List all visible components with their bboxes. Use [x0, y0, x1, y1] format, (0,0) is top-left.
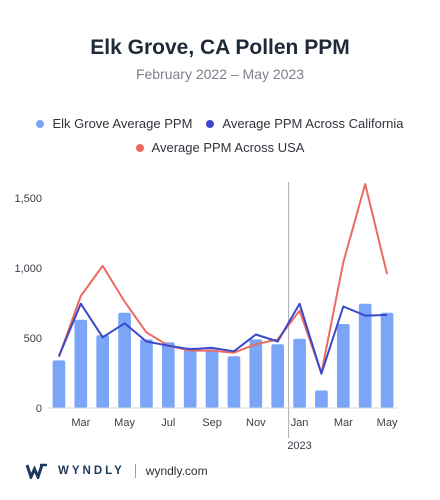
chart-subtitle: February 2022 – May 2023 [135, 66, 305, 82]
brand-name: WYNDLY [58, 465, 125, 477]
bar-elk-grove [315, 390, 328, 408]
x-tick-label: May [114, 417, 135, 429]
legend-usa-marker [135, 143, 144, 152]
chart-title: Elk Grove, CA Pollen PPM [90, 36, 350, 59]
bar-elk-grove [380, 312, 394, 408]
legend-label-elk-grove: Elk Grove Average PPM [52, 116, 193, 131]
legend-label-california: Average PPM Across California [222, 116, 404, 131]
bar-elk-grove [358, 303, 372, 408]
bar-elk-grove [52, 360, 66, 408]
y-tick-label: 0 [36, 403, 42, 415]
site-url[interactable]: wyndly.com [145, 464, 208, 478]
bar-elk-grove [140, 339, 153, 408]
x-tick-label: Sep [202, 417, 222, 429]
line-usa [57, 183, 389, 374]
legend-row-1: Elk Grove Average PPM Average PPM Across… [0, 116, 440, 131]
x-tick-label: Jul [161, 417, 175, 429]
bar-elk-grove [74, 319, 88, 408]
legend-item-usa: Average PPM Across USA [135, 140, 305, 155]
wyndly-w-icon [26, 463, 47, 479]
legend-california-marker [206, 119, 215, 128]
bar-elk-grove [161, 342, 175, 408]
y-tick-label: 1,000 [14, 263, 42, 275]
y-tick-label: 500 [24, 333, 42, 345]
legend-row-2: Average PPM Across USA [0, 140, 440, 155]
legend-item-elk-grove: Elk Grove Average PPM [36, 116, 192, 131]
line-california [57, 302, 388, 375]
bar-elk-grove [205, 349, 219, 408]
x-tick-label: Mar [71, 417, 90, 429]
bar-elk-grove [336, 324, 350, 408]
x-tick-label: Nov [246, 417, 266, 429]
bar-elk-grove [293, 338, 306, 408]
y-tick-label: 1,500 [14, 193, 42, 205]
x-tick-label: May [377, 417, 398, 429]
bar-elk-grove [271, 344, 285, 408]
x-tick-label: Mar [334, 417, 353, 429]
bar-elk-grove [118, 312, 131, 408]
legend-bar-marker [36, 119, 45, 128]
footer: WYNDLY wyndly.com [26, 461, 208, 481]
footer-divider [134, 464, 136, 478]
bar-elk-grove [249, 339, 263, 408]
bar-elk-grove [96, 335, 110, 408]
x-tick-label: Jan [291, 417, 309, 429]
legend-label-usa: Average PPM Across USA [151, 140, 305, 155]
legend-item-california: Average PPM Across California [206, 116, 404, 131]
bar-elk-grove [227, 356, 241, 408]
bar-elk-grove [183, 347, 197, 408]
year-label: 2023 [287, 440, 311, 452]
